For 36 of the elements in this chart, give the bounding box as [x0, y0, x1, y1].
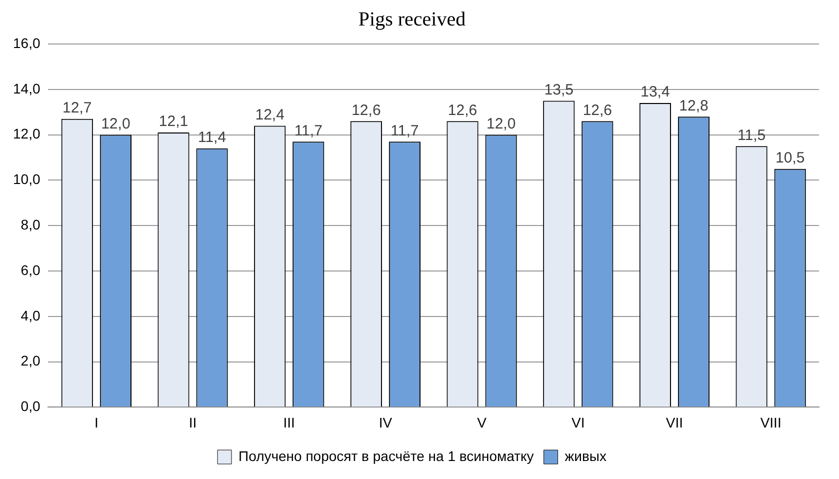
data-label: 11,5: [738, 126, 766, 144]
data-label: 12,4: [255, 106, 284, 124]
legend-label: Получено поросят в расчёте на 1 всиноматку: [238, 448, 534, 464]
data-label: 12,6: [582, 102, 612, 119]
data-label: 13,4: [640, 84, 670, 101]
x-tick-label: V: [477, 414, 488, 430]
data-label: 11,7: [390, 122, 419, 140]
y-tick-label: 10,0: [13, 171, 40, 188]
y-tick-label: 0,0: [20, 398, 40, 414]
data-label: 12,8: [679, 97, 708, 114]
x-tick-label: VIII: [760, 414, 782, 430]
data-label: 12,6: [352, 102, 381, 119]
data-label: 10,5: [775, 149, 805, 166]
data-label: 12,0: [486, 115, 516, 132]
data-label: 13,5: [544, 81, 574, 98]
x-tick-label: III: [283, 414, 295, 430]
data-label: 12,0: [101, 115, 130, 132]
y-tick-label: 14,0: [13, 80, 40, 96]
chart-title: Pigs received: [358, 8, 466, 30]
x-tick-label: IV: [378, 414, 393, 430]
x-tick-label: I: [94, 414, 98, 430]
legend-label: живых: [564, 448, 606, 464]
data-label: 12,1: [158, 113, 188, 130]
x-tick-label: VII: [666, 414, 684, 430]
x-tick-label: II: [188, 414, 197, 430]
y-tick-label: 8,0: [20, 216, 40, 232]
y-tick-label: 12,0: [13, 126, 40, 142]
y-tick-label: 4,0: [20, 307, 40, 324]
y-tick-label: 6,0: [20, 262, 40, 278]
x-tick-label: VI: [572, 414, 585, 430]
data-label: 12,7: [62, 100, 92, 117]
y-tick-label: 16,0: [13, 34, 40, 51]
y-tick-label: 2,0: [20, 352, 40, 369]
data-label: 12,6: [448, 102, 478, 119]
data-label: 11,7: [294, 122, 322, 140]
data-label: 11,4: [198, 129, 226, 146]
